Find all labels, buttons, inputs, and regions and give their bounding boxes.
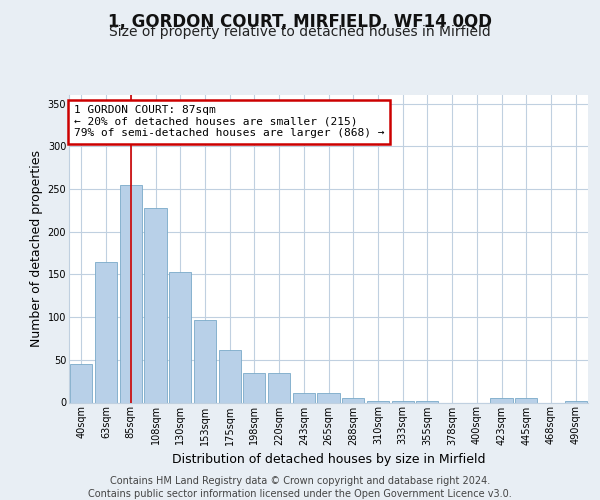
Bar (342, 398, 364, 402)
Bar (392, 401, 414, 402)
Text: Size of property relative to detached houses in Mirfield: Size of property relative to detached ho… (109, 25, 491, 39)
Bar (367, 401, 389, 402)
Bar (515, 398, 538, 402)
Bar (194, 320, 216, 402)
Bar (145, 208, 167, 402)
Bar (293, 393, 315, 402)
Bar (95, 262, 117, 402)
Bar (218, 350, 241, 403)
Text: Contains public sector information licensed under the Open Government Licence v3: Contains public sector information licen… (88, 489, 512, 499)
Bar (416, 401, 439, 402)
Bar (268, 374, 290, 402)
Text: Contains HM Land Registry data © Crown copyright and database right 2024.: Contains HM Land Registry data © Crown c… (110, 476, 490, 486)
Bar (169, 272, 191, 402)
Bar (243, 374, 265, 402)
Bar (317, 393, 340, 402)
Bar (490, 398, 512, 402)
Bar (565, 401, 587, 402)
X-axis label: Distribution of detached houses by size in Mirfield: Distribution of detached houses by size … (172, 453, 485, 466)
Text: 1 GORDON COURT: 87sqm
← 20% of detached houses are smaller (215)
79% of semi-det: 1 GORDON COURT: 87sqm ← 20% of detached … (74, 106, 385, 138)
Bar (70, 364, 92, 403)
Y-axis label: Number of detached properties: Number of detached properties (31, 150, 43, 347)
Bar (119, 184, 142, 402)
Text: 1, GORDON COURT, MIRFIELD, WF14 0QD: 1, GORDON COURT, MIRFIELD, WF14 0QD (108, 12, 492, 30)
